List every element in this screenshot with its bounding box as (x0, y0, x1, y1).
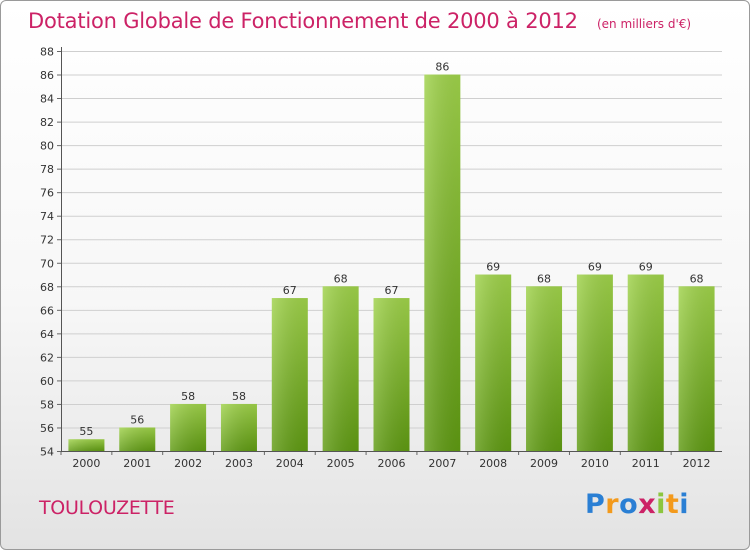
x-tick-label-2010: 2010 (581, 457, 609, 470)
y-tick-label: 76 (40, 187, 54, 200)
logo-letter: o (619, 489, 639, 520)
value-label-2001: 56 (130, 413, 144, 426)
y-tick-label: 78 (40, 163, 54, 176)
y-tick-label: 56 (40, 422, 54, 435)
x-tick-label-2009: 2009 (530, 457, 558, 470)
y-tick-label: 80 (40, 140, 54, 153)
y-tick-label: 84 (40, 93, 54, 106)
value-label-2012: 68 (690, 272, 704, 285)
value-label-2007: 86 (435, 61, 449, 74)
bar-shade-2002 (170, 403, 207, 451)
x-tick-label-2005: 2005 (327, 457, 355, 470)
x-tick-label-2008: 2008 (479, 457, 507, 470)
bar-shade-2012 (678, 286, 715, 451)
value-label-2005: 68 (334, 272, 348, 285)
logo-letter: r (605, 489, 620, 520)
x-tick-label-2007: 2007 (428, 457, 456, 470)
title-row: Dotation Globale de Fonctionnement de 20… (28, 9, 691, 33)
y-tick-label: 72 (40, 234, 54, 247)
y-tick-label: 62 (40, 351, 54, 364)
y-tick-label: 70 (40, 257, 54, 270)
value-label-2011: 69 (639, 261, 653, 274)
logo-letter: P (585, 489, 606, 520)
x-tick-label-2000: 2000 (72, 457, 100, 470)
x-tick-label-2011: 2011 (632, 457, 660, 470)
y-tick-label: 82 (40, 116, 54, 129)
value-label-2002: 58 (181, 390, 195, 403)
bar-shade-2005 (322, 286, 359, 451)
bar-shade-2011 (627, 274, 664, 451)
value-label-2000: 55 (79, 425, 93, 438)
value-label-2006: 67 (385, 284, 399, 297)
chart-title: Dotation Globale de Fonctionnement de 20… (28, 9, 578, 33)
value-label-2010: 69 (588, 261, 602, 274)
x-tick-label-2001: 2001 (123, 457, 151, 470)
bar-shade-2001 (119, 427, 156, 451)
proxiti-logo: Proxiti (585, 489, 689, 520)
value-label-2009: 68 (537, 272, 551, 285)
value-label-2008: 69 (486, 261, 500, 274)
bar-shade-2003 (220, 403, 257, 451)
y-tick-label: 74 (40, 210, 54, 223)
x-tick-label-2012: 2012 (683, 457, 711, 470)
y-tick-label: 66 (40, 304, 54, 317)
bar-shade-2010 (576, 274, 613, 451)
logo-letter: x (638, 489, 657, 520)
logo-letter: i (679, 489, 690, 520)
bar-shade-2009 (526, 286, 563, 451)
x-tick-label-2002: 2002 (174, 457, 202, 470)
value-label-2004: 67 (283, 284, 297, 297)
y-tick-label: 58 (40, 398, 54, 411)
y-tick-label: 64 (40, 328, 54, 341)
bar-shade-2004 (271, 298, 308, 451)
y-tick-label: 88 (40, 46, 54, 59)
y-tick-label: 60 (40, 375, 54, 388)
logo-letter: t (665, 489, 680, 520)
bar-shade-2000 (68, 439, 105, 451)
y-tick-label: 68 (40, 281, 54, 294)
commune-name: TOULOUZETTE (39, 497, 175, 519)
y-tick-label: 54 (40, 446, 54, 459)
logo-letter: i (656, 489, 666, 520)
x-tick-label-2003: 2003 (225, 457, 253, 470)
bar-shade-2006 (373, 298, 410, 451)
bar-shade-2008 (475, 274, 512, 451)
chart-subtitle: (en milliers d'€) (596, 17, 692, 31)
x-tick-label-2006: 2006 (378, 457, 406, 470)
y-tick-label: 86 (40, 69, 54, 82)
bar-shade-2007 (424, 74, 461, 451)
x-tick-label-2004: 2004 (276, 457, 304, 470)
value-label-2003: 58 (232, 390, 246, 403)
